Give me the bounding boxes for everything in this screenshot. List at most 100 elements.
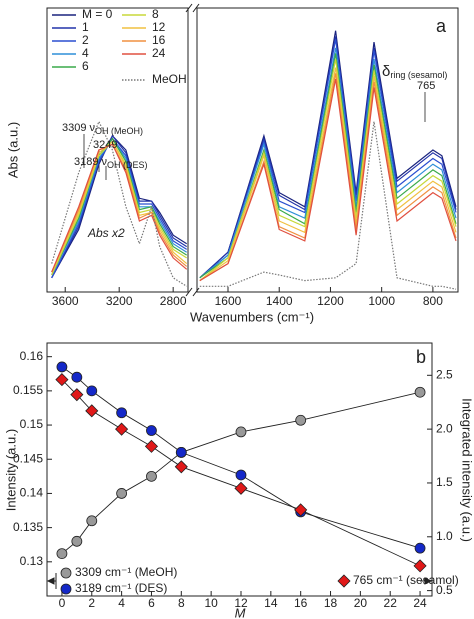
spectrum-line bbox=[199, 73, 457, 282]
x-tick-label: 1200 bbox=[317, 294, 344, 308]
annotation-text: δ bbox=[382, 63, 390, 80]
spectrum-line bbox=[51, 140, 188, 273]
y-tick-label: 0.145 bbox=[13, 451, 43, 465]
y-tick-label: 0.135 bbox=[13, 520, 43, 534]
spectrum-line bbox=[51, 140, 188, 276]
spectrum-line bbox=[199, 47, 457, 279]
legend-arrows bbox=[46, 573, 433, 589]
y-axis-label: Intensity (a.u.) bbox=[3, 429, 18, 511]
spectrum-line bbox=[199, 30, 457, 279]
y-tick-label: 0.14 bbox=[20, 486, 44, 500]
annotation: Abs x2 bbox=[87, 226, 125, 240]
marker bbox=[116, 488, 128, 499]
marker bbox=[414, 386, 426, 398]
y2-tick-label: 2.5 bbox=[436, 367, 453, 381]
spectrum-line bbox=[199, 78, 457, 282]
x-tick-label: 18 bbox=[324, 596, 338, 610]
marker bbox=[56, 361, 68, 373]
y2-tick-label: 0.5 bbox=[436, 583, 453, 597]
x-tick-label: 22 bbox=[384, 596, 398, 610]
x-tick-label: 1400 bbox=[266, 294, 293, 308]
marker bbox=[294, 503, 308, 517]
marker bbox=[71, 371, 83, 383]
y2-tick-label: 2.0 bbox=[436, 421, 453, 435]
marker bbox=[60, 567, 72, 579]
marker bbox=[86, 385, 98, 397]
y2-axis-label: Integrated intensity (a.u.) bbox=[460, 398, 474, 542]
legend-label: 12 bbox=[152, 20, 166, 34]
legend-label: 8 bbox=[152, 7, 159, 21]
panel-label: b bbox=[416, 347, 426, 367]
x-tick-label: 1600 bbox=[215, 294, 242, 308]
marker bbox=[60, 583, 72, 595]
spectrum-line bbox=[199, 39, 457, 279]
spectrum-line bbox=[199, 53, 457, 279]
panel-a-frame-left bbox=[46, 7, 189, 293]
marker bbox=[86, 515, 98, 527]
x-tick-label: 12 bbox=[234, 596, 248, 610]
marker bbox=[235, 469, 247, 481]
spectrum-line bbox=[51, 143, 188, 273]
annotation-subscript: OH (MeOH) bbox=[95, 126, 143, 136]
x-tick-label: 2800 bbox=[160, 294, 187, 308]
annotation: 3309 νOH (MeOH) bbox=[62, 122, 143, 136]
x-tick-label: 20 bbox=[354, 596, 368, 610]
marker bbox=[55, 373, 69, 387]
legend-label: M = 0 bbox=[82, 7, 113, 21]
marker bbox=[146, 470, 157, 482]
annotation-subscript: ring (sesamol) bbox=[390, 70, 447, 80]
spectrum-line bbox=[199, 67, 457, 282]
x-tick-label: 2 bbox=[88, 596, 95, 610]
y2-tick-label: 1.5 bbox=[436, 475, 453, 489]
annotation: 3189 νOH (DES) bbox=[74, 156, 148, 170]
x-tick-label: 1000 bbox=[368, 294, 395, 308]
marker bbox=[295, 414, 307, 426]
y2-tick-label: 1.0 bbox=[436, 529, 453, 543]
legend-label: 6 bbox=[82, 59, 89, 73]
x-tick-label: 0 bbox=[59, 596, 66, 610]
x-tick-label: 10 bbox=[204, 596, 218, 610]
legend-label: MeOH bbox=[152, 72, 187, 86]
x-tick-label: 16 bbox=[294, 596, 308, 610]
marker bbox=[414, 542, 426, 554]
y-tick-label: 0.16 bbox=[20, 349, 44, 363]
axis-break bbox=[185, 3, 200, 297]
annotation-text: 3189 ν bbox=[74, 156, 108, 168]
annotation-text: 765 bbox=[417, 80, 435, 92]
x-tick-label: 4 bbox=[118, 596, 125, 610]
annotation: 765 bbox=[417, 80, 435, 92]
annotation-text: 3309 ν bbox=[62, 122, 96, 134]
spectrum-line bbox=[199, 121, 457, 290]
marker bbox=[234, 481, 248, 495]
marker bbox=[85, 404, 99, 418]
legend-label: 765 cm⁻¹ (sesamol) bbox=[353, 573, 459, 587]
x-tick-label: 6 bbox=[148, 596, 155, 610]
x-tick-label: 8 bbox=[178, 596, 185, 610]
x-axis-label: M bbox=[235, 605, 246, 619]
spectrum-line bbox=[51, 120, 188, 287]
marker bbox=[235, 426, 247, 438]
marker bbox=[413, 559, 427, 573]
marker bbox=[175, 447, 187, 458]
marker bbox=[116, 407, 128, 419]
panel-label: a bbox=[436, 16, 447, 36]
marker bbox=[174, 460, 188, 474]
marker bbox=[115, 422, 129, 436]
legend-label: 3309 cm⁻¹ (MeOH) bbox=[75, 565, 177, 579]
annotation-subscript: OH (DES) bbox=[107, 160, 148, 170]
x-tick-label: 3200 bbox=[106, 294, 133, 308]
annotation: δring (sesamol) bbox=[382, 63, 447, 80]
x-tick-label: 14 bbox=[264, 596, 278, 610]
x-tick-label: 800 bbox=[423, 294, 443, 308]
spectrum-line bbox=[51, 137, 188, 276]
legend-label: 16 bbox=[152, 33, 166, 47]
spectrum-line bbox=[51, 137, 188, 279]
spectrum-line bbox=[199, 58, 457, 282]
annotation: 3249 bbox=[93, 139, 117, 151]
legend-label: 3189 cm⁻¹ (DES) bbox=[75, 581, 167, 595]
annotation-text: Abs x2 bbox=[87, 226, 125, 240]
x-tick-label: 3600 bbox=[52, 294, 79, 308]
legend-label: 4 bbox=[82, 46, 89, 60]
marker bbox=[56, 548, 68, 560]
